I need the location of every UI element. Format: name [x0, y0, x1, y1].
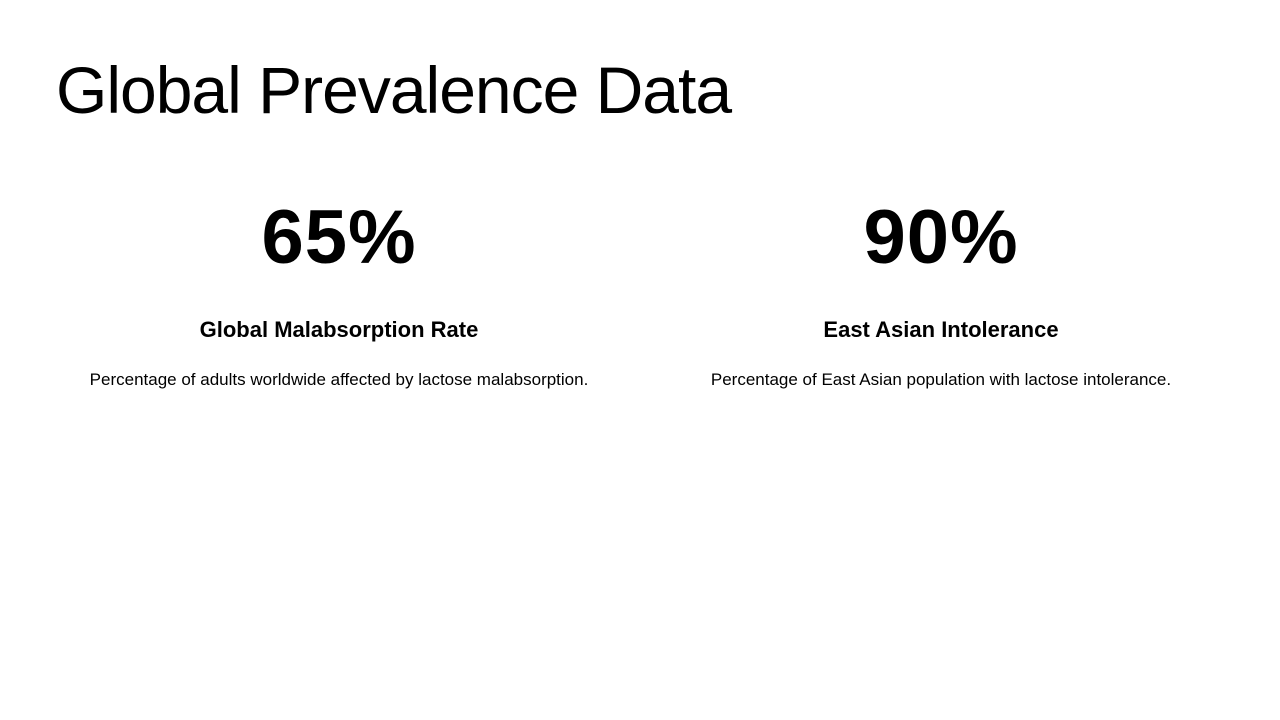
page-title: Global Prevalence Data — [56, 53, 732, 127]
stat-heading: East Asian Intolerance — [823, 317, 1059, 342]
stats-row: 65% Global Malabsorption Rate Percentage… — [58, 195, 1222, 391]
stat-card-east-asian: 90% East Asian Intolerance Percentage of… — [660, 195, 1222, 391]
stat-card-global: 65% Global Malabsorption Rate Percentage… — [58, 195, 620, 391]
stat-description: Percentage of East Asian population with… — [710, 370, 1172, 389]
stat-heading: Global Malabsorption Rate — [199, 317, 479, 342]
stat-description: Percentage of adults worldwide affected … — [89, 370, 589, 389]
stat-value: 65% — [261, 195, 417, 280]
stat-value: 90% — [863, 195, 1019, 280]
